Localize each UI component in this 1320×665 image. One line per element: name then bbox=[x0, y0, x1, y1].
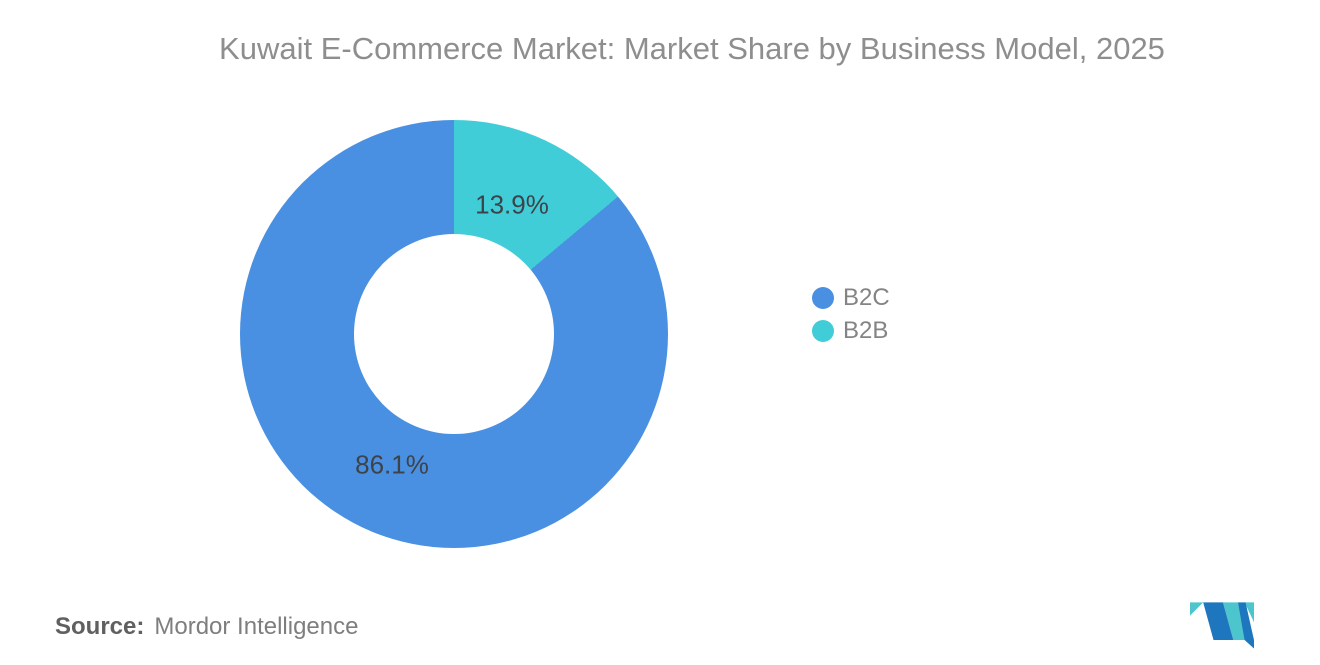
source-text: Mordor Intelligence bbox=[154, 613, 359, 640]
donut-hole bbox=[354, 234, 554, 434]
chart-title: Kuwait E-Commerce Market: Market Share b… bbox=[219, 31, 1165, 66]
mordor-intelligence-logo bbox=[1190, 602, 1254, 649]
source-label: Source: bbox=[55, 613, 145, 640]
logo-shape-teal-right bbox=[1244, 602, 1254, 623]
legend-item-b2b[interactable]: B2B bbox=[812, 317, 890, 344]
logo-shape-blue-right bbox=[1238, 602, 1254, 649]
legend-swatch-b2b bbox=[812, 320, 834, 342]
legend-label-b2b: B2B bbox=[843, 317, 889, 344]
source-line: Source: Mordor Intelligence bbox=[55, 613, 358, 641]
legend-label-b2c: B2C bbox=[843, 284, 890, 311]
logo-shape-teal-middle bbox=[1222, 602, 1246, 641]
logo-shape-blue-left bbox=[1203, 602, 1234, 641]
slice-label-b2b: 13.9% bbox=[475, 189, 549, 220]
slice-label-b2c: 86.1% bbox=[355, 449, 429, 480]
donut-chart[interactable]: 13.9% 86.1% bbox=[240, 120, 668, 548]
legend-item-b2c[interactable]: B2C bbox=[812, 284, 890, 311]
legend: B2C B2B bbox=[812, 284, 890, 353]
logo-shape-teal-left bbox=[1190, 602, 1204, 616]
legend-swatch-b2c bbox=[812, 287, 834, 309]
